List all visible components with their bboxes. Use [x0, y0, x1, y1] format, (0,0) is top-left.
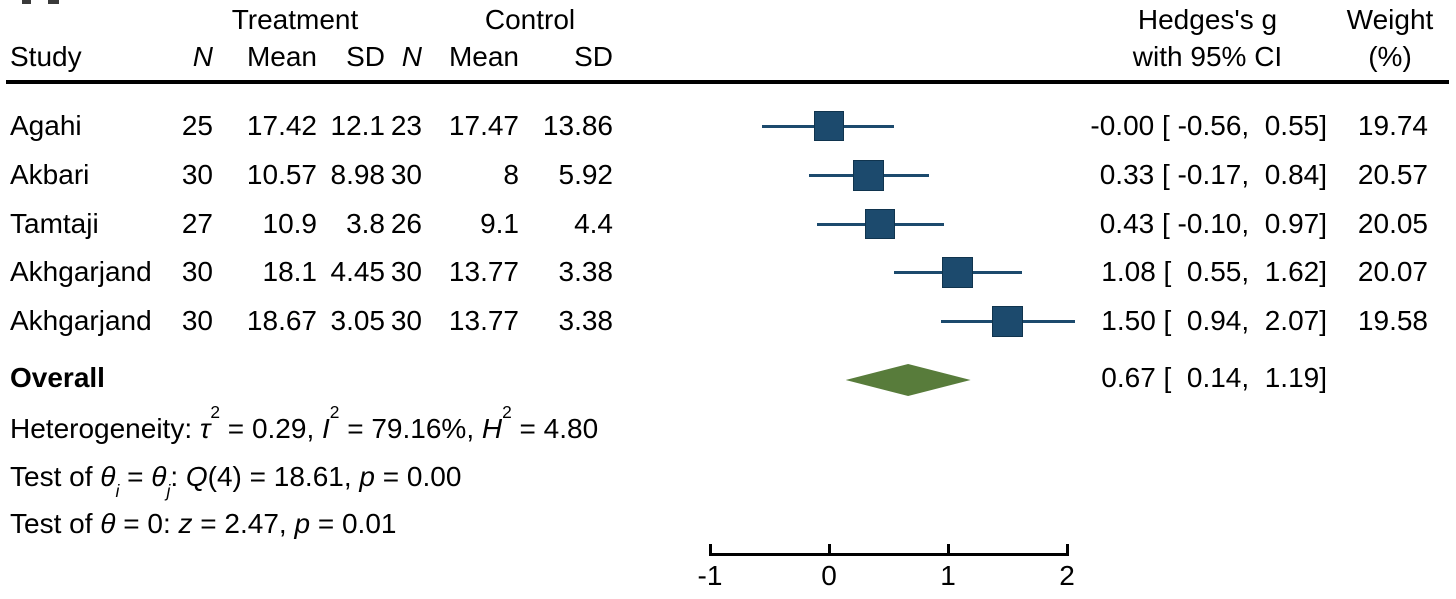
overall-label: Overall: [10, 362, 105, 393]
x-axis-tick: [1065, 544, 1069, 553]
control-mean: 17.47: [448, 110, 519, 141]
study-name: Akhgarjand: [10, 256, 152, 287]
control-n: 23: [390, 110, 422, 141]
weight-value: 20.05: [1357, 208, 1428, 239]
weight-header-line1: Weight: [1346, 4, 1434, 35]
treatment-n: 30: [181, 159, 213, 190]
x-axis-tick-label: 2: [1059, 560, 1075, 591]
treatment-mean: 18.67: [246, 305, 317, 336]
control-mean: 13.77: [448, 256, 519, 287]
effect-square: [992, 306, 1023, 337]
heterogeneity-stats: Heterogeneity: τ2 = 0.29, I2 = 79.16%, H…: [10, 402, 599, 444]
treatment-n: 27: [181, 208, 213, 239]
effect-square: [864, 208, 896, 240]
effect-square: [942, 257, 973, 288]
treatment-sd-column-header: SD: [346, 41, 385, 72]
study-name: Agahi: [10, 110, 82, 141]
heterogeneity-row: Heterogeneity: τ2 = 0.29, I2 = 79.16%, H…: [0, 402, 1456, 446]
control-group-header: Control: [484, 4, 576, 35]
effect-ci-value: 0.33 [ -0.17, 0.84]: [1099, 159, 1327, 190]
effect-square: [813, 110, 845, 142]
weight-value: 20.57: [1357, 159, 1428, 190]
control-mean: 8: [503, 159, 519, 190]
weight-value: 19.74: [1357, 110, 1428, 141]
table-row: Agahi 25 17.42 12.1 23 17.47 13.86 -0.00…: [0, 109, 1456, 143]
weight-header-line2: (%): [1368, 41, 1412, 72]
study-name: Akhgarjand: [10, 305, 152, 336]
table-row: Akbari 30 10.57 8.98 30 8 5.92 0.33 [ -0…: [0, 158, 1456, 192]
study-name: Akbari: [10, 159, 90, 190]
overall-row: Overall 0.67 [ 0.14, 1.19]: [0, 361, 1456, 395]
control-mean: 9.1: [480, 208, 519, 239]
x-axis-tick-label: -1: [697, 560, 723, 591]
control-sd: 3.38: [558, 256, 614, 287]
study-name: Tamtaji: [10, 208, 99, 239]
treatment-group-header: Treatment: [231, 4, 359, 35]
test-of-theta-zero: Test of θ = 0: z = 2.47, p = 0.01: [10, 508, 397, 539]
control-n: 30: [390, 256, 422, 287]
cropped-text-fragment: [22, 0, 31, 4]
effect-header-line2: with 95% CI: [1132, 41, 1283, 72]
treatment-mean: 10.57: [246, 159, 317, 190]
treatment-sd: 3.05: [330, 305, 386, 336]
effect-header-line1: Hedges's g: [1137, 4, 1278, 35]
weight-value: 20.07: [1357, 256, 1428, 287]
cropped-text-fragment: [48, 0, 59, 4]
treatment-mean: 10.9: [262, 208, 318, 239]
effect-ci-value: 1.50 [ 0.94, 2.07]: [1101, 305, 1327, 336]
treatment-sd: 4.45: [330, 256, 386, 287]
table-row: Akhgarjand 30 18.1 4.45 30 13.77 3.38 1.…: [0, 255, 1456, 289]
study-column-header: Study: [10, 41, 82, 72]
x-axis-tick: [827, 544, 831, 553]
x-axis-tick: [708, 544, 712, 553]
header-divider: [6, 80, 1449, 84]
control-n: 30: [390, 159, 422, 190]
control-n: 26: [390, 208, 422, 239]
x-axis-tick: [946, 544, 950, 553]
control-sd-column-header: SD: [574, 41, 613, 72]
header-column-row: Study N Mean SD N Mean SD with 95% CI (%…: [0, 40, 1456, 74]
x-axis-tick-label: 0: [821, 560, 837, 591]
control-sd: 13.86: [542, 110, 613, 141]
effect-ci-value: -0.00 [ -0.56, 0.55]: [1090, 110, 1327, 141]
treatment-n-column-header: N: [192, 41, 213, 72]
treatment-mean-column-header: Mean: [246, 41, 317, 72]
treatment-mean: 18.1: [262, 256, 318, 287]
test-q-row: Test of θi = θj: Q(4) = 18.61, p = 0.00: [0, 460, 1456, 501]
treatment-n: 30: [181, 256, 213, 287]
header-group-row: Treatment Control Hedges's g Weight: [0, 3, 1456, 37]
overall-diamond: [845, 364, 971, 396]
effect-ci-value: 1.08 [ 0.55, 1.62]: [1101, 256, 1327, 287]
control-sd: 4.4: [574, 208, 613, 239]
test-of-theta-equality: Test of θi = θj: Q(4) = 18.61, p = 0.00: [10, 461, 462, 501]
control-sd: 5.92: [558, 159, 614, 190]
table-row: Tamtaji 27 10.9 3.8 26 9.1 4.4 0.43 [ -0…: [0, 207, 1456, 241]
control-mean: 13.77: [448, 305, 519, 336]
treatment-sd: 3.8: [346, 208, 385, 239]
table-row: Akhgarjand 30 18.67 3.05 30 13.77 3.38 1…: [0, 304, 1456, 338]
treatment-sd: 8.98: [330, 159, 386, 190]
control-sd: 3.38: [558, 305, 614, 336]
effect-square: [852, 159, 884, 191]
x-axis-line: [708, 553, 1069, 556]
test-z-row: Test of θ = 0: z = 2.47, p = 0.01: [0, 507, 1456, 541]
control-n: 30: [390, 305, 422, 336]
control-n-column-header: N: [401, 41, 422, 72]
treatment-n: 25: [181, 110, 213, 141]
overall-effect-ci: 0.67 [ 0.14, 1.19]: [1101, 362, 1327, 393]
treatment-n: 30: [181, 305, 213, 336]
weight-value: 19.58: [1357, 305, 1428, 336]
treatment-sd: 12.1: [330, 110, 386, 141]
x-axis-tick-label: 1: [940, 560, 956, 591]
effect-ci-value: 0.43 [ -0.10, 0.97]: [1099, 208, 1327, 239]
control-mean-column-header: Mean: [448, 41, 519, 72]
treatment-mean: 17.42: [246, 110, 317, 141]
